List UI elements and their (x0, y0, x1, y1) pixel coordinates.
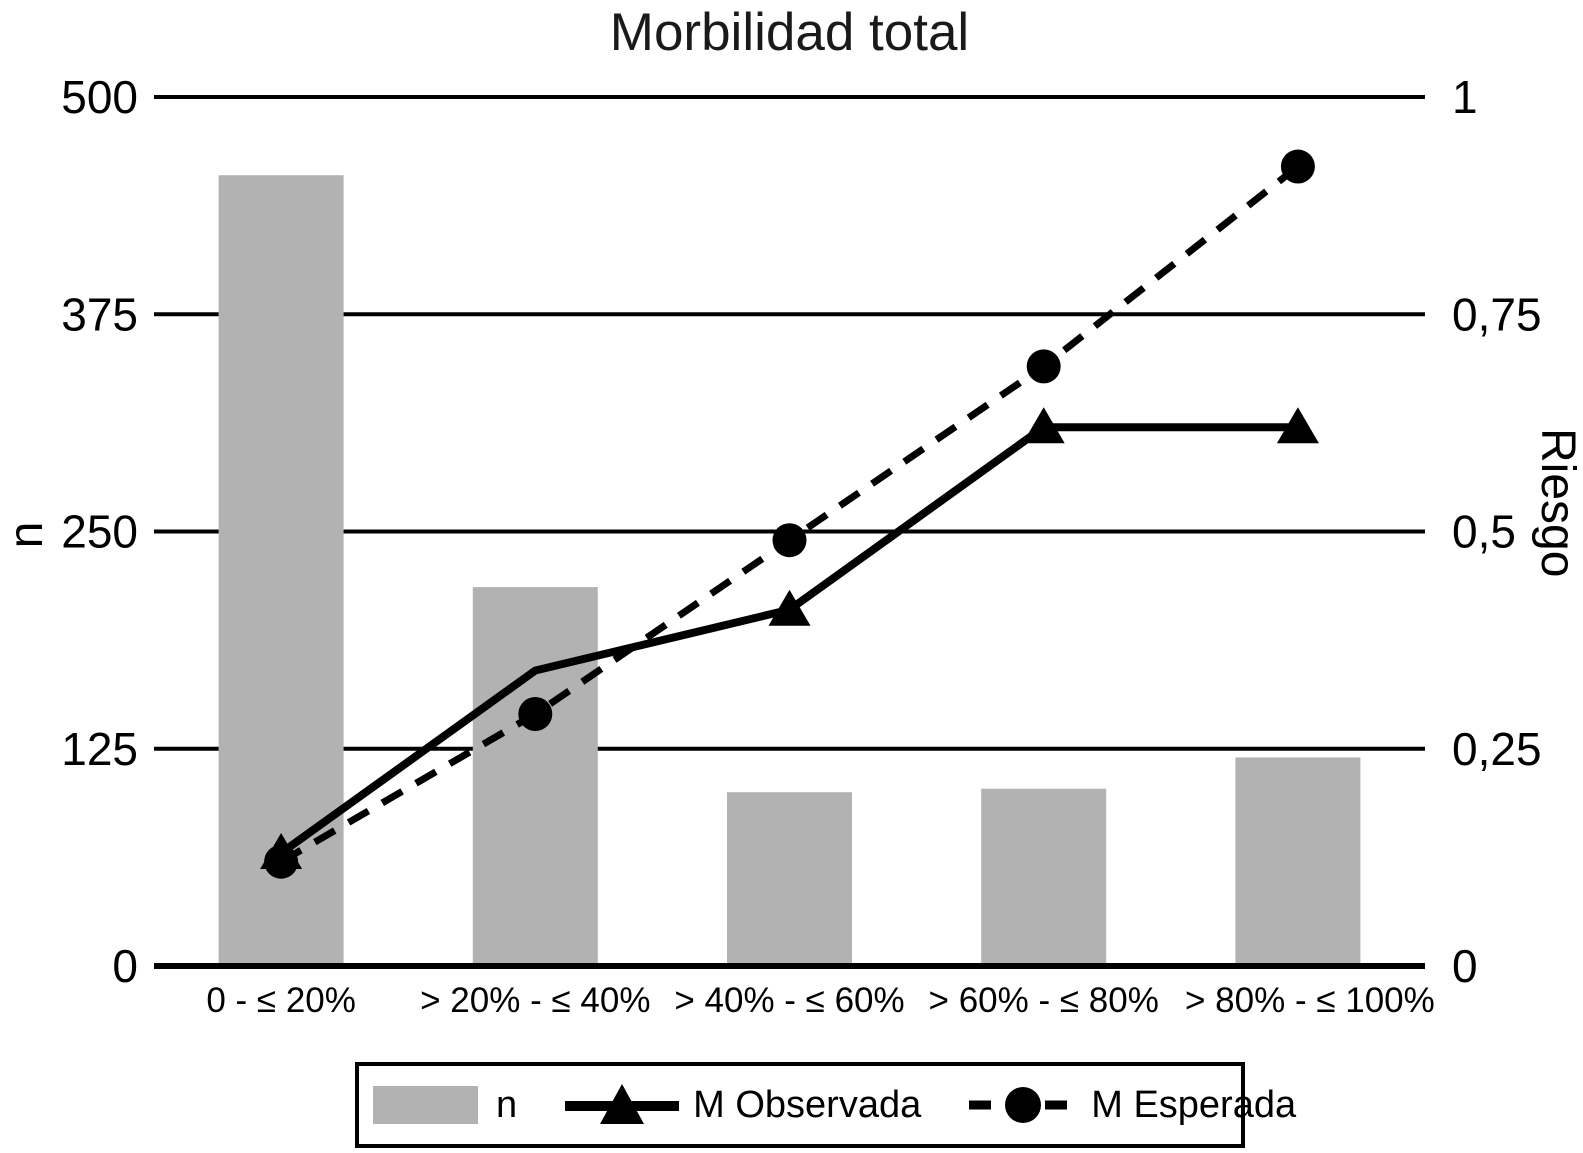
triangle-marker-observada (260, 833, 303, 870)
circle-marker-esperada (1026, 349, 1061, 384)
legend-item-observada: M Observada (563, 1081, 921, 1129)
chart-title: Morbilidad total (609, 3, 970, 62)
circle-marker-esperada (1280, 149, 1315, 184)
x-tick-label: 0 - ≤ 20% (206, 981, 356, 1020)
legend: n M Observada M Esperada (355, 1062, 1296, 1148)
legend-bar-swatch (373, 1086, 478, 1124)
left-tick-label: 125 (61, 723, 138, 775)
x-tick-label: > 80% - ≤ 100% (1185, 981, 1435, 1020)
left-tick-label: 500 (61, 71, 138, 123)
triangle-marker-observada (1022, 407, 1065, 444)
x-tick-label: > 60% - ≤ 80% (929, 981, 1159, 1020)
bar-n (727, 792, 852, 966)
left-tick-label: 250 (61, 506, 138, 558)
right-tick-label: 0,75 (1452, 288, 1542, 340)
right-tick-label: 0,5 (1452, 506, 1516, 558)
x-tick-label: > 20% - ≤ 40% (420, 981, 650, 1020)
bar-n (981, 788, 1107, 966)
right-tick-label: 0,25 (1452, 723, 1542, 775)
legend-item-n: n (373, 1084, 517, 1127)
right-tick-label: 1 (1452, 71, 1478, 123)
legend-label-observada: M Observada (693, 1083, 922, 1126)
esperada-line (279, 163, 1301, 865)
legend-item-esperada: M Esperada (967, 1081, 1296, 1129)
triangle-marker-observada (768, 589, 811, 626)
solid-line-triangle-sample (565, 1084, 680, 1124)
observada-line (278, 423, 1298, 857)
circle-marker-esperada (518, 696, 553, 731)
triangle-marker-observada (1276, 407, 1319, 444)
right-tick-label: 0 (1452, 940, 1478, 992)
left-tick-label: 375 (61, 288, 138, 340)
legend-label-esperada: M Esperada (1091, 1083, 1297, 1126)
dashed-line-circle-sample (969, 1087, 1078, 1123)
bar-n (472, 587, 598, 966)
bar-n (1235, 757, 1361, 966)
left-tick-label: 0 (112, 940, 138, 992)
x-tick-label: > 40% - ≤ 60% (674, 981, 904, 1020)
legend-label-n: n (496, 1083, 518, 1126)
circle-marker-esperada (772, 523, 807, 558)
